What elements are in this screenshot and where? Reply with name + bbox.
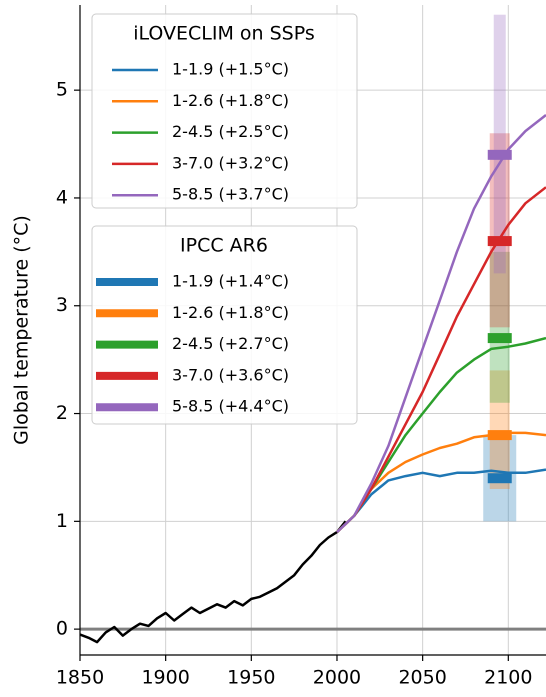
x-tick-label: 2050 [398,667,446,689]
plot-area [80,14,546,644]
y-tick-label: 2 [56,402,68,424]
legend-label: 5-8.5 (+3.7°C) [172,185,289,204]
scenario-line [336,114,546,534]
legend-title: iLOVECLIM on SSPs [133,23,315,45]
legend-box [91,225,358,425]
x-tick-label: 1900 [141,667,189,689]
x-tick-label: 1850 [56,667,104,689]
legend-label: 3-7.0 (+3.6°C) [172,365,289,384]
y-tick-label: 3 [56,294,68,316]
x-tick-label: 1950 [227,667,275,689]
ipcc-central [487,430,512,441]
ipcc-range [489,133,510,328]
legend-label: 5-8.5 (+4.4°C) [172,397,289,416]
observed-line [80,520,347,644]
legends: iLOVECLIM on SSPs 1-1.9 (+1.5°C) 1-2.6 (+1… [91,13,358,425]
legend-box [91,13,358,209]
legend-title: IPCC AR6 [180,235,268,257]
ipcc-central [487,149,512,160]
x-tick-label: 2100 [484,667,532,689]
legend-label: 2-4.5 (+2.5°C) [172,122,289,141]
ipcc-central [487,236,512,247]
y-tick-label: 5 [56,79,68,101]
y-tick-label: 4 [56,186,68,208]
y-tick-label: 0 [56,618,68,640]
y-tick-label: 1 [56,510,68,532]
legend-label: 1-1.9 (+1.5°C) [172,60,289,79]
scenario-line [336,468,546,534]
y-axis-label: Global temperature (°C) [11,215,33,445]
legend-label: 1-1.9 (+1.4°C) [172,272,289,291]
ipcc-range [489,370,510,489]
ipcc-range [493,14,506,274]
x-tick-label: 2000 [313,667,361,689]
ipcc-range [489,251,510,403]
ipcc-central [487,333,512,344]
scenario-line [336,186,546,534]
axes: 1850 1900 1950 2000 2050 2100 0 1 2 3 4 5 [56,5,546,689]
legend-label: 1-2.6 (+1.8°C) [172,91,289,110]
legend-label: 3-7.0 (+3.2°C) [172,153,289,172]
legend-label: 2-4.5 (+2.7°C) [172,334,289,353]
legend-label: 1-2.6 (+1.8°C) [172,303,289,322]
ipcc-central [487,473,512,484]
